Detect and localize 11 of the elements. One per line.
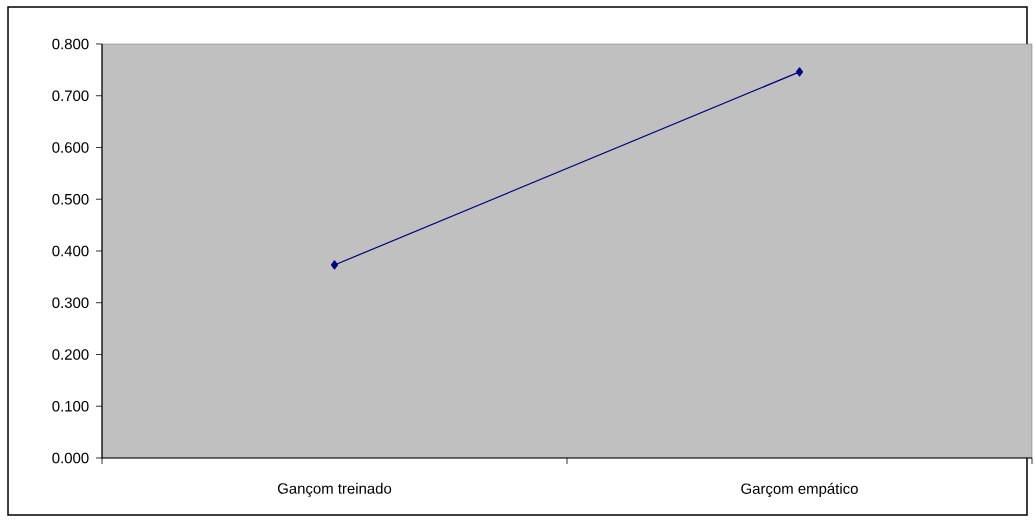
y-tick-label: 0.700	[52, 90, 89, 102]
y-tick-label: 0.200	[52, 349, 89, 360]
y-tick-label: 0.400	[52, 245, 89, 257]
y-tick-label: 0.500	[52, 193, 89, 205]
y-tick-label: 0.100	[52, 400, 89, 412]
y-tick-label: 0.800	[52, 38, 89, 50]
y-tick-label: 0.000	[52, 452, 89, 464]
x-tick-label: Garçom empático	[741, 482, 858, 498]
y-tick-label: 0.300	[52, 297, 89, 309]
y-tick-label: 0.600	[52, 142, 89, 153]
x-tick-label: Gançom treinado	[277, 482, 392, 497]
